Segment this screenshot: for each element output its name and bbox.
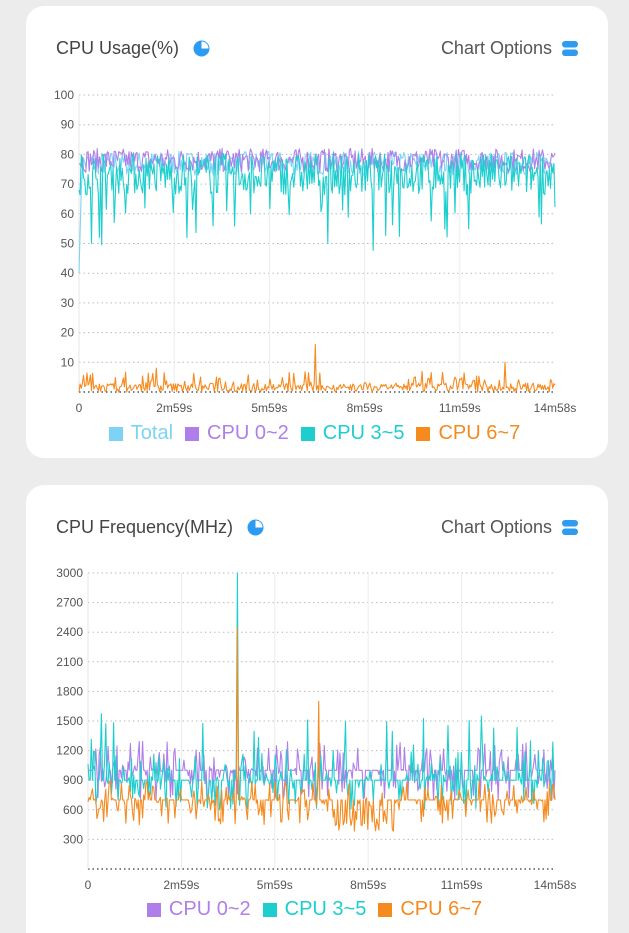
cpu-frequency-plot: 300 600 900 1200 1500 1800 2100 2400 2700 3000 0 2m…: [56, 566, 577, 892]
y-tick-label: 40: [61, 266, 75, 280]
x-tick-label: 14m58s: [534, 878, 577, 892]
x-tick-label: 8m59s: [350, 878, 386, 892]
chart-title-row: CPU Frequency(MHz): [56, 517, 264, 538]
y-tick-label: 300: [63, 832, 83, 846]
chart-options-button[interactable]: Chart Options: [441, 38, 578, 59]
legend-item[interactable]: Total: [108, 422, 174, 445]
series-line-cpu-6-7: [87, 626, 556, 832]
legend-swatch: [146, 902, 161, 917]
cpu-usage-plot: 10 20 30 40 50 60 70 80 90 100 0 2m59s 5m59s 8m59s 11m…: [54, 88, 577, 415]
series-line-cpu-3-5: [87, 572, 555, 811]
legend-swatch: [262, 902, 277, 917]
x-tick-label: 11m59s: [441, 878, 483, 892]
y-tick-label: 10: [61, 355, 75, 369]
x-tick-label: 0: [76, 401, 83, 415]
stack-icon: [562, 41, 578, 56]
cpu-frequency-legend: CPU 0~2 CPU 3~5 CPU 6~7: [0, 898, 629, 921]
y-tick-label: 1500: [56, 714, 83, 728]
stack-icon: [562, 520, 578, 535]
legend-label: Total: [130, 422, 174, 444]
legend-swatch: [416, 426, 431, 441]
chart-options-label: Chart Options: [440, 517, 552, 537]
y-tick-label: 90: [61, 118, 75, 132]
legend-label: CPU 6~7: [400, 898, 483, 920]
x-tick-label: 8m59s: [347, 401, 383, 415]
legend-label: CPU 3~5: [322, 422, 405, 444]
y-tick-label: 600: [63, 803, 83, 817]
legend-swatch: [108, 426, 123, 441]
y-tick-label: 1800: [56, 684, 83, 698]
x-tick-label: 14m58s: [534, 401, 577, 415]
x-tick-label: 2m59s: [163, 878, 199, 892]
chart-title-row: CPU Usage(%): [56, 38, 210, 59]
y-tick-label: 2100: [56, 655, 83, 669]
y-tick-label: 30: [61, 296, 75, 310]
legend-item[interactable]: CPU 3~5: [300, 422, 405, 445]
pie-chart-icon[interactable]: [193, 40, 210, 57]
cpu-usage-legend: Total CPU 0~2 CPU 3~5 CPU 6~7: [0, 422, 629, 445]
legend-item[interactable]: CPU 6~7: [378, 898, 482, 921]
y-tick-label: 70: [61, 177, 75, 191]
x-tick-label: 2m59s: [156, 401, 192, 415]
legend-item[interactable]: CPU 3~5: [262, 898, 367, 921]
chart-title: CPU Frequency(MHz): [56, 517, 234, 537]
cpu-usage-card: CPU Usage(%) Chart Options: [26, 6, 608, 458]
x-tick-label: 0: [85, 878, 92, 892]
legend-item[interactable]: CPU 0~2: [185, 422, 289, 445]
y-tick-label: 1200: [56, 744, 83, 758]
y-tick-label: 2400: [56, 625, 83, 639]
y-tick-label: 60: [61, 207, 75, 221]
legend-item[interactable]: CPU 0~2: [146, 898, 251, 921]
y-tick-label: 2700: [56, 596, 83, 610]
y-tick-label: 900: [63, 773, 83, 787]
legend-swatch: [300, 426, 315, 441]
legend-swatch: [378, 902, 393, 917]
legend-swatch: [185, 426, 200, 441]
legend-label: CPU 0~2: [207, 422, 289, 444]
y-tick-label: 3000: [56, 566, 83, 580]
y-tick-label: 50: [61, 237, 75, 251]
x-tick-label: 5m59s: [251, 401, 287, 415]
legend-label: CPU 0~2: [168, 898, 251, 920]
x-tick-label: 5m59s: [257, 878, 293, 892]
x-tick-label: 11m59s: [439, 401, 481, 415]
chart-options-label: Chart Options: [440, 38, 552, 58]
legend-item[interactable]: CPU 6~7: [416, 422, 520, 445]
pie-chart-icon[interactable]: [247, 519, 264, 536]
y-tick-label: 20: [61, 326, 75, 340]
chart-options-button[interactable]: Chart Options: [441, 517, 578, 538]
series-line-cpu-6-7: [78, 343, 556, 393]
legend-label: CPU 3~5: [284, 898, 367, 920]
y-tick-label: 100: [54, 88, 74, 102]
y-tick-label: 80: [61, 147, 75, 161]
legend-label: CPU 6~7: [438, 422, 521, 444]
chart-title: CPU Usage(%): [56, 38, 180, 58]
cpu-frequency-card: CPU Frequency(MHz) Chart Options: [26, 485, 608, 933]
series-line-cpu-3-5: [78, 152, 556, 251]
